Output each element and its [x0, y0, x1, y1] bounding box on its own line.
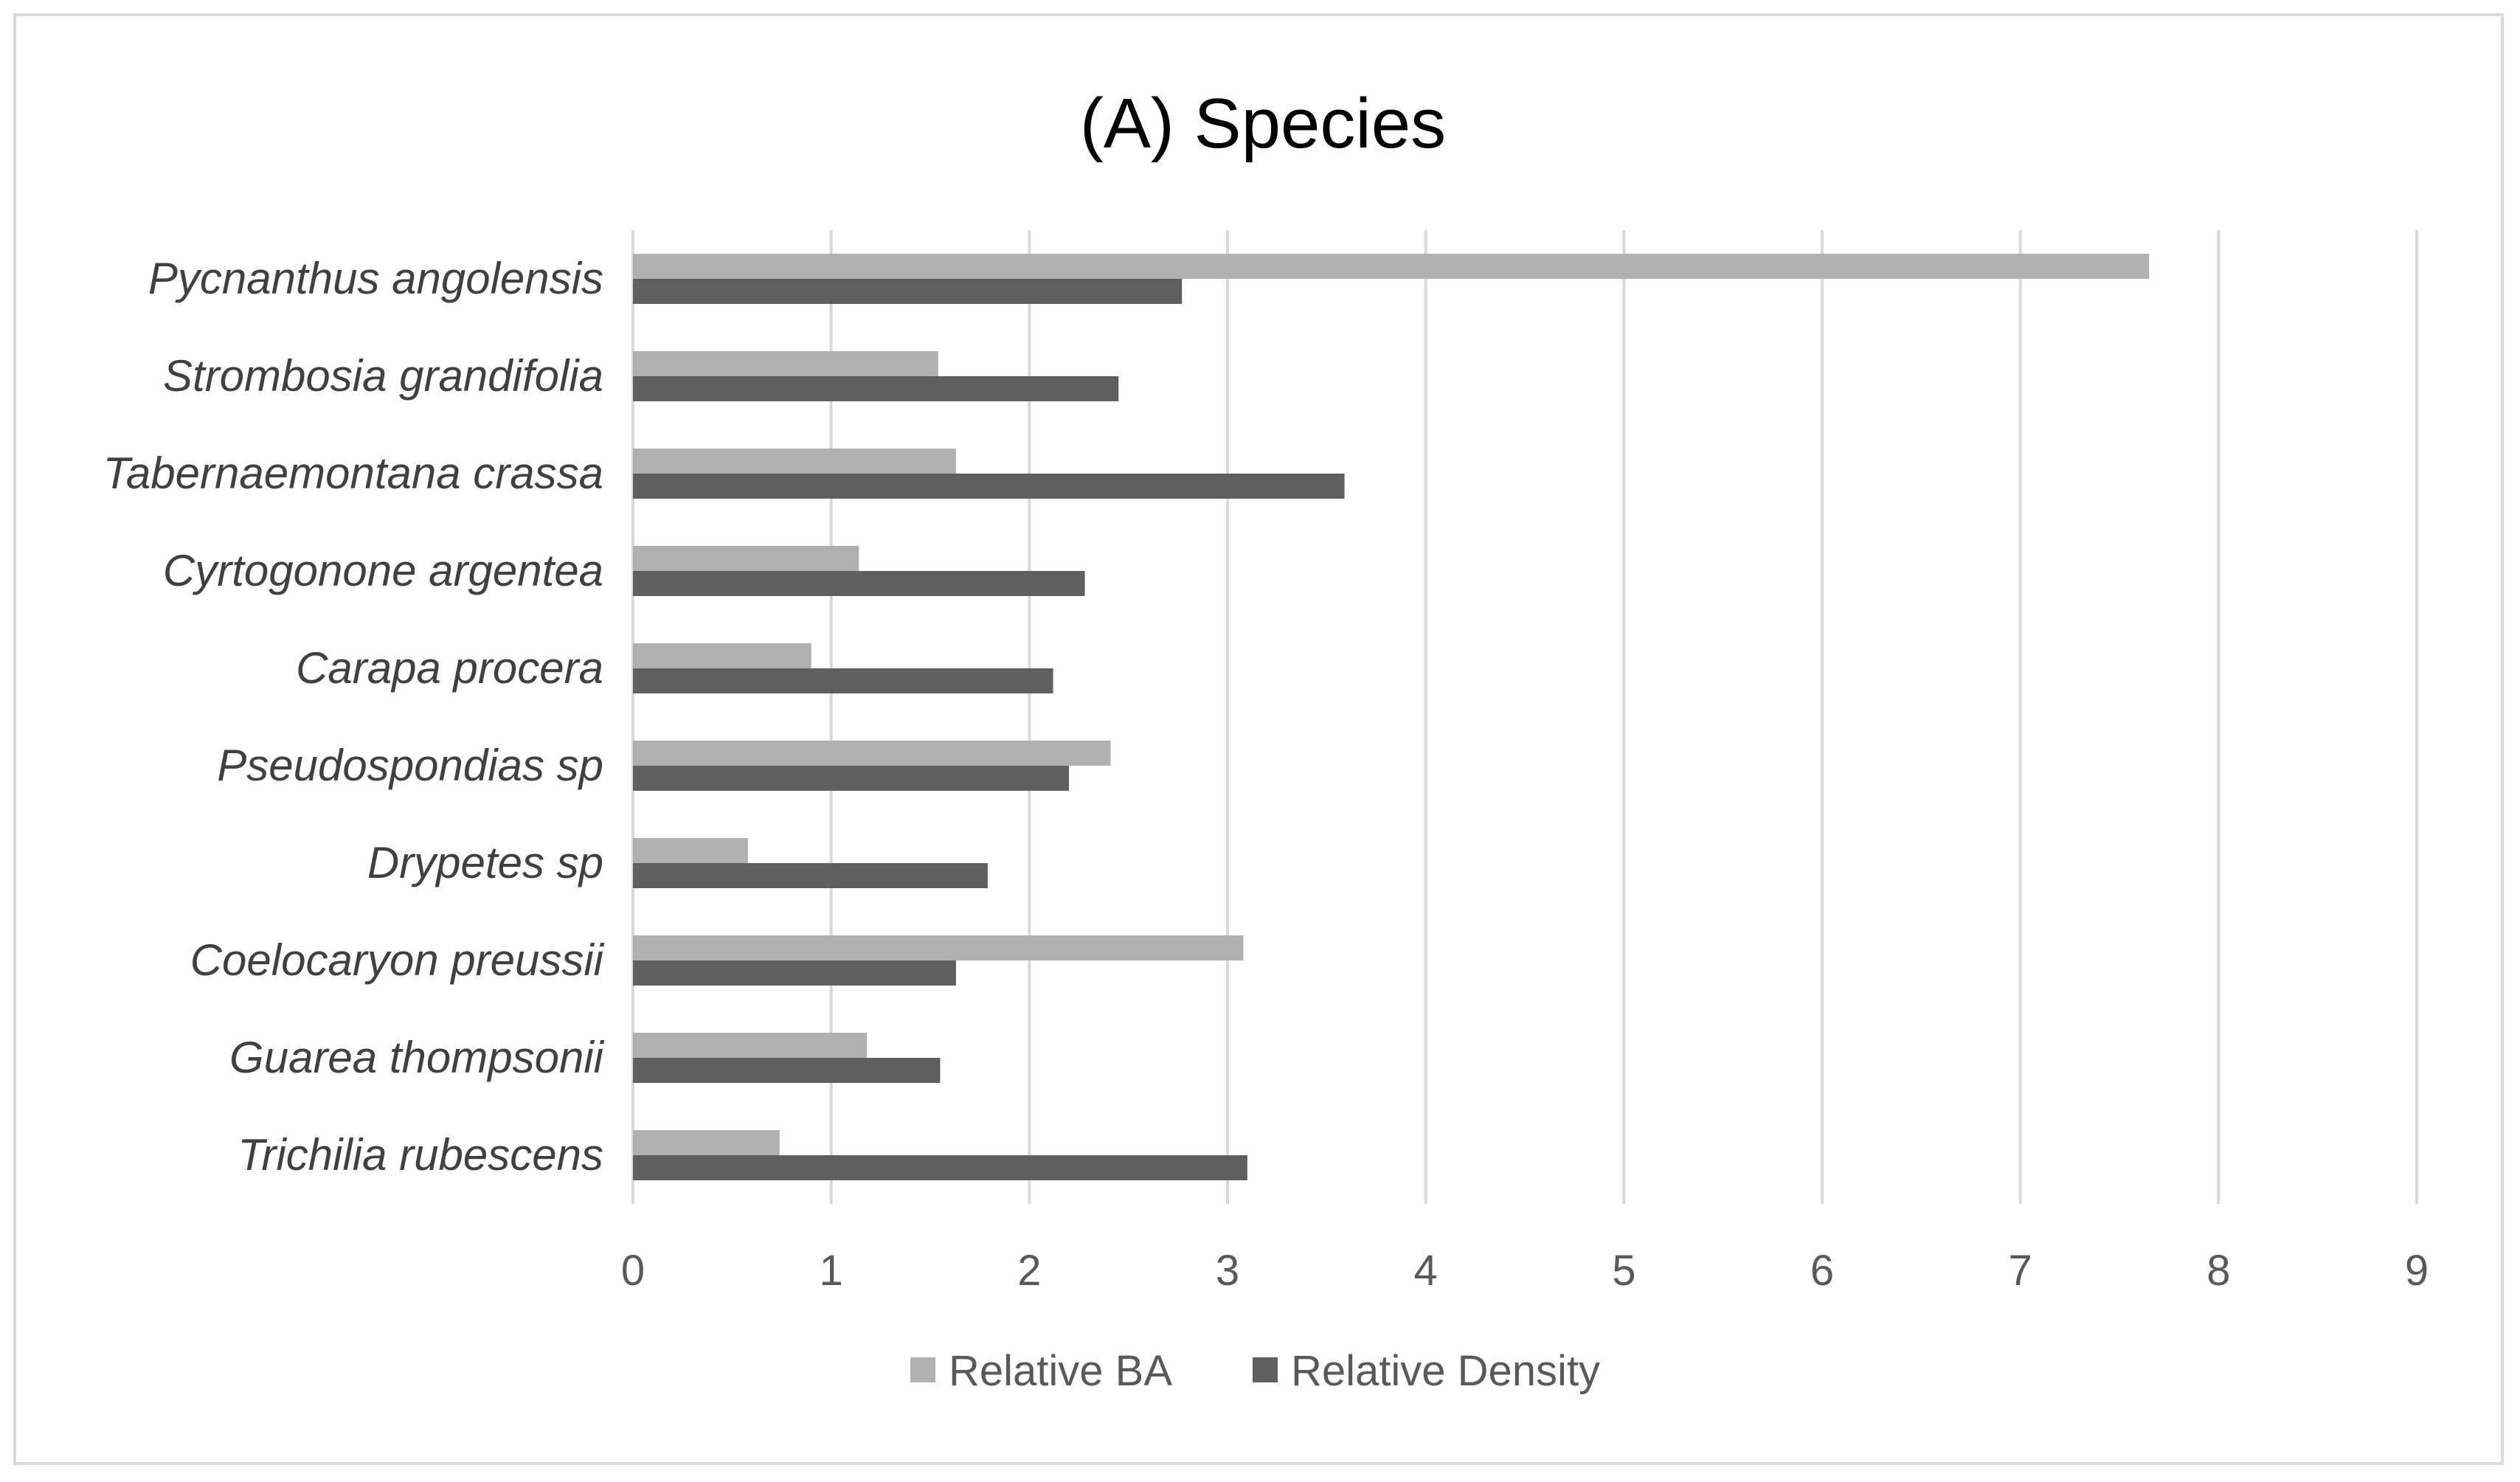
- bar-relative-ba-cyrtogonone-argentea: [633, 546, 859, 571]
- bar-relative-ba-tabernaemontana-crassa: [633, 449, 956, 474]
- bar-relative-ba-strombosia-grandifolia: [633, 351, 938, 376]
- legend-label-relative-ba: Relative BA: [949, 1347, 1172, 1395]
- category-label-tabernaemontana-crassa: Tabernaemontana crassa: [103, 449, 603, 498]
- category-label-trichilia-rubescens: Trichilia rubescens: [238, 1130, 603, 1180]
- x-tick-label-6: 6: [1810, 1247, 1834, 1295]
- category-label-coelocaryon-preussii: Coelocaryon preussii: [190, 935, 605, 985]
- category-label-strombosia-grandifolia: Strombosia grandifolia: [163, 351, 603, 401]
- legend-swatch-relative-ba: [910, 1357, 935, 1382]
- x-tick-label-9: 9: [2405, 1247, 2429, 1295]
- bar-relative-ba-coelocaryon-preussii: [633, 935, 1244, 960]
- bars: [633, 254, 2150, 1180]
- category-labels: Pycnanthus angolensis Strombosia grandifo…: [103, 254, 605, 1180]
- legend: Relative BA Relative Density: [910, 1347, 1600, 1395]
- x-tick-label-3: 3: [1216, 1247, 1239, 1295]
- legend-label-relative-density: Relative Density: [1291, 1347, 1600, 1395]
- bar-relative-ba-carapa-procera: [633, 643, 811, 668]
- chart-frame: (A) Species Pycnanthus angolensis Strombo…: [13, 13, 2504, 1465]
- category-label-carapa-procera: Carapa procera: [296, 643, 603, 693]
- category-label-cyrtogonone-argentea: Cyrtogonone argentea: [163, 546, 603, 595]
- x-axis-tick-labels: 0 1 2 3 4 5 6 7 8 9: [621, 1247, 2429, 1295]
- category-label-drypetes-sp: Drypetes sp: [367, 838, 603, 887]
- bar-relative-density-pseudospondias-sp: [633, 766, 1070, 791]
- bar-relative-ba-pseudospondias-sp: [633, 741, 1111, 766]
- x-tick-label-2: 2: [1017, 1247, 1041, 1295]
- bar-relative-ba-drypetes-sp: [633, 838, 748, 863]
- chart-svg: (A) Species Pycnanthus angolensis Strombo…: [103, 84, 2429, 1395]
- bar-relative-density-drypetes-sp: [633, 863, 988, 888]
- x-tick-label-5: 5: [1612, 1247, 1635, 1295]
- bar-relative-density-coelocaryon-preussii: [633, 960, 956, 986]
- category-label-guarea-thompsonii: Guarea thompsonii: [229, 1033, 605, 1082]
- category-label-pycnanthus-angolensis: Pycnanthus angolensis: [148, 254, 603, 303]
- bar-relative-density-strombosia-grandifolia: [633, 376, 1119, 401]
- bar-relative-density-pycnanthus-angolensis: [633, 279, 1183, 304]
- x-tick-label-7: 7: [2009, 1247, 2032, 1295]
- bar-relative-density-carapa-procera: [633, 668, 1053, 693]
- bar-relative-density-cyrtogonone-argentea: [633, 571, 1085, 596]
- chart-title: (A) Species: [1080, 84, 1446, 163]
- x-tick-label-0: 0: [621, 1247, 645, 1295]
- bar-relative-density-tabernaemontana-crassa: [633, 474, 1345, 499]
- x-tick-label-1: 1: [820, 1247, 843, 1295]
- bar-relative-density-trichilia-rubescens: [633, 1155, 1247, 1180]
- x-tick-label-4: 4: [1414, 1247, 1438, 1295]
- legend-swatch-relative-density: [1253, 1357, 1278, 1382]
- x-tick-label-8: 8: [2206, 1247, 2230, 1295]
- category-label-pseudospondias-sp: Pseudospondias sp: [217, 741, 603, 790]
- bar-relative-ba-pycnanthus-angolensis: [633, 254, 2150, 279]
- bar-relative-ba-guarea-thompsonii: [633, 1033, 868, 1058]
- bar-relative-density-guarea-thompsonii: [633, 1058, 941, 1083]
- bar-relative-ba-trichilia-rubescens: [633, 1130, 780, 1155]
